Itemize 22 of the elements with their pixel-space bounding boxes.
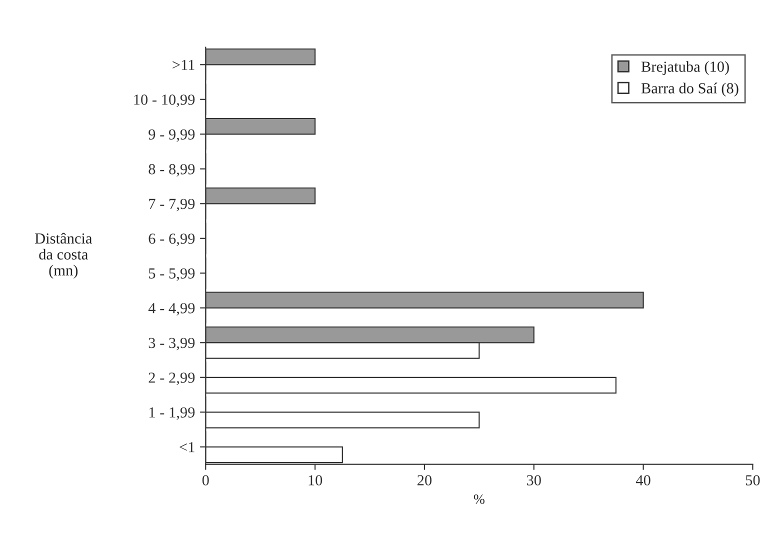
legend-label: Barra do Saí (8) [641, 82, 738, 97]
y-tick-label: 5 - 5,99 [149, 268, 195, 281]
y-tick-label: 9 - 9,99 [148, 129, 195, 142]
y-tick-label: 1 - 1,99 [149, 407, 195, 420]
y-tick-label: 3 - 3,99 [148, 338, 195, 350]
y-tick-label: 7 - 7,99 [149, 198, 195, 212]
x-tick-label: 50 [746, 475, 760, 486]
y-tick-label: 6 - 6,99 [148, 234, 195, 246]
x-tick-label: 40 [636, 475, 650, 486]
x-axis-title: % [474, 494, 484, 504]
x-tick-label: 0 [202, 475, 209, 486]
x-tick-label: 30 [526, 475, 541, 486]
x-tick-label: 20 [418, 475, 432, 486]
legend-label: Brejatuba (10) [641, 61, 729, 75]
y-tick-label: 4 - 4,99 [148, 303, 195, 316]
y-tick-label: <1 [180, 442, 194, 452]
y-tick-label: 2 - 2,99 [148, 372, 195, 386]
y-tick-label: 8 - 8,99 [148, 164, 195, 177]
x-tick-label: 10 [308, 475, 322, 486]
y-tick-label: 10 - 10,99 [134, 94, 195, 108]
y-tick-label: >11 [172, 60, 194, 70]
y-axis-title: Distância da costa (mn) [34, 232, 92, 279]
